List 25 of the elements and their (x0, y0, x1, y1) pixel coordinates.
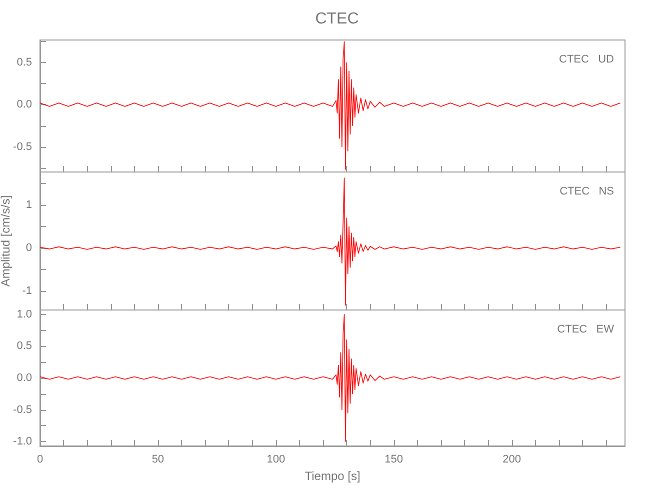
y-axis-title: Amplitud [cm/s/s] (0, 195, 12, 287)
y-tick-label: -1 (22, 285, 32, 298)
line-series (40, 314, 621, 442)
y-tick-label: -1.0 (13, 436, 32, 448)
line-series (40, 178, 621, 306)
x-axis-title: Tiempo [s] (304, 468, 360, 483)
x-tick-label: 100 (266, 454, 286, 466)
y-tick-label: 1.0 (16, 308, 32, 320)
line-series (40, 41, 621, 170)
x-tick-label: 50 (152, 454, 164, 466)
y-tick-label: 1 (26, 199, 32, 212)
y-tick-label: 0 (26, 242, 32, 254)
x-tick-label: 200 (502, 454, 521, 466)
annotation: CTEC NS (560, 186, 614, 198)
chart-title: CTEC (315, 10, 359, 28)
y-tick-label: 0.0 (16, 98, 32, 111)
annotation: CTEC UD (559, 54, 614, 66)
x-tick-label: 150 (384, 454, 404, 466)
y-tick-label: 0.0 (16, 372, 32, 384)
y-tick-label: -0.5 (13, 140, 32, 153)
y-tick-label: 0.5 (16, 340, 32, 352)
x-tick-label: 0 (36, 454, 44, 466)
y-tick-label: 0.5 (16, 56, 32, 69)
annotation: CTEC EW (557, 324, 615, 336)
y-tick-label: -0.5 (13, 404, 32, 416)
